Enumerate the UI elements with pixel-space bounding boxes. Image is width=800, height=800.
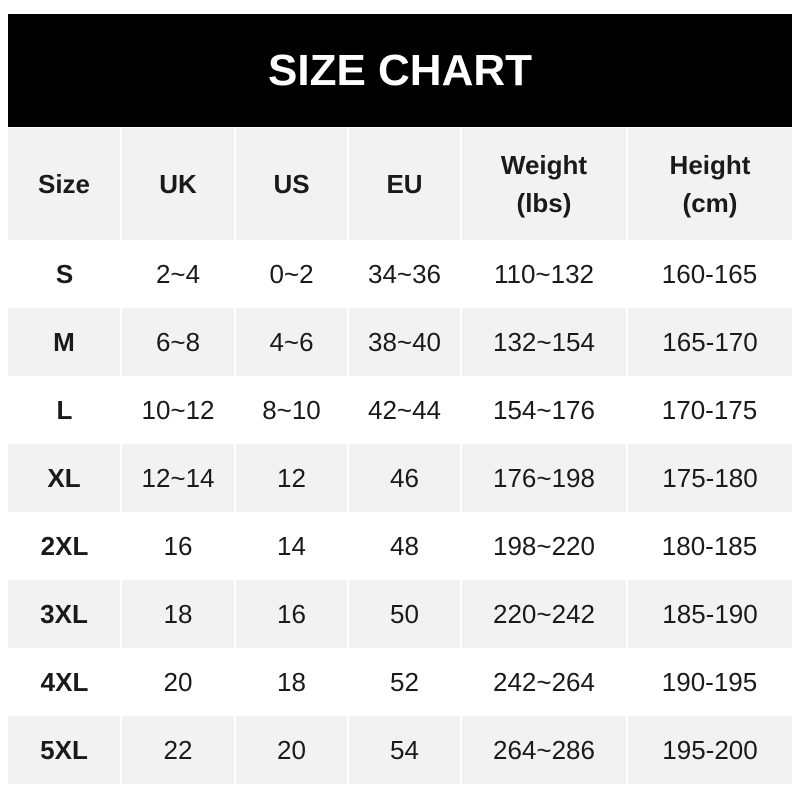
table-cell: 12 xyxy=(234,444,348,512)
size-cell: S xyxy=(55,258,74,289)
header-row: Size UK US EU Weight (lbs) Height (cm) xyxy=(8,128,792,240)
table-cell: 242~264 xyxy=(493,666,595,697)
table-cell: 264~286 xyxy=(460,716,627,784)
table-cell: 18 xyxy=(120,580,235,648)
column-header: EU xyxy=(347,128,461,240)
table-cell: 175-180 xyxy=(626,444,792,512)
table-cell: 14 xyxy=(277,530,306,561)
size-cell: 4XL xyxy=(40,666,89,697)
table-cell: 185-190 xyxy=(626,580,792,648)
table-cell: 54 xyxy=(347,716,461,784)
table-cell: 165-170 xyxy=(626,308,792,376)
table-row: 5XL 22 20 54 264~286 195-200 xyxy=(8,716,792,784)
page-title: SIZE CHART xyxy=(8,14,792,127)
table-cell: 42~44 xyxy=(367,394,442,425)
table-row: 4XL 20 18 52 242~264 190-195 xyxy=(8,648,792,716)
table-cell: 20 xyxy=(163,666,193,697)
table-cell: 16 xyxy=(163,530,193,561)
table-cell: 12~14 xyxy=(120,444,235,512)
table-cell: 18 xyxy=(277,666,306,697)
table-cell: 180-185 xyxy=(661,530,758,561)
table-cell: 176~198 xyxy=(460,444,627,512)
table-cell: 160-165 xyxy=(661,258,758,289)
table-cell: 220~242 xyxy=(460,580,627,648)
table-row: M 6~8 4~6 38~40 132~154 165-170 xyxy=(8,308,792,376)
table-cell: 16 xyxy=(234,580,348,648)
table-cell: 6~8 xyxy=(120,308,235,376)
table-cell: 10~12 xyxy=(141,394,215,425)
table-row: 2XL 16 14 48 198~220 180-185 xyxy=(8,512,792,580)
size-cell: L xyxy=(56,394,73,425)
table-cell: 48 xyxy=(390,530,419,561)
table-cell: 4~6 xyxy=(234,308,348,376)
table-cell: 110~132 xyxy=(493,258,594,289)
table-cell: 22 xyxy=(120,716,235,784)
size-cell: 5XL xyxy=(8,716,121,784)
size-cell: 2XL xyxy=(40,530,89,561)
column-header: Height (cm) xyxy=(626,128,792,240)
table-cell: 132~154 xyxy=(460,308,627,376)
table-cell: 2~4 xyxy=(155,258,201,289)
table-cell: 34~36 xyxy=(367,258,442,289)
table-cell: 170-175 xyxy=(661,394,758,425)
table-cell: 20 xyxy=(234,716,348,784)
table-row: S 2~4 0~2 34~36 110~132 160-165 xyxy=(8,240,792,308)
table-cell: 38~40 xyxy=(347,308,461,376)
column-header: Weight (lbs) xyxy=(460,128,627,240)
column-header: Size xyxy=(8,128,121,240)
table-cell: 195-200 xyxy=(626,716,792,784)
table-cell: 198~220 xyxy=(493,530,595,561)
table-cell: 190-195 xyxy=(661,666,758,697)
size-chart-table: Size UK US EU Weight (lbs) Height (cm) S 2~4 0~… xyxy=(8,128,792,784)
table-cell: 46 xyxy=(347,444,461,512)
size-cell: 3XL xyxy=(8,580,121,648)
table-row: XL 12~14 12 46 176~198 175-180 xyxy=(8,444,792,512)
table-cell: 154~176 xyxy=(493,394,595,425)
table-cell: 50 xyxy=(347,580,461,648)
size-cell: M xyxy=(8,308,121,376)
table-cell: 8~10 xyxy=(262,394,321,425)
size-cell: XL xyxy=(8,444,121,512)
table-cell: 52 xyxy=(390,666,419,697)
table-row: L 10~12 8~10 42~44 154~176 170-175 xyxy=(8,376,792,444)
column-header: UK xyxy=(120,128,235,240)
table-row: 3XL 18 16 50 220~242 185-190 xyxy=(8,580,792,648)
column-header: US xyxy=(234,128,348,240)
table-cell: 0~2 xyxy=(269,258,314,289)
